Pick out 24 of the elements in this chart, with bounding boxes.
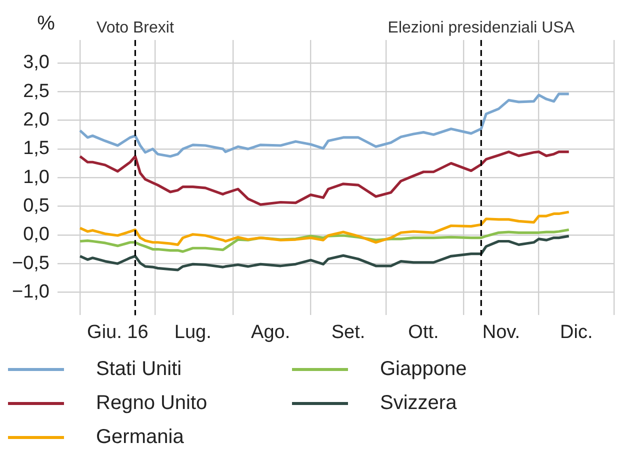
legend-label: Germania — [96, 426, 184, 448]
y-tick-label: 1,5 — [23, 138, 50, 160]
x-tick-label: Set. — [331, 322, 366, 343]
x-tick-label: Dic. — [560, 322, 593, 343]
y-tick-label: 1,0 — [23, 166, 50, 188]
y-tick-label: −1,0 — [12, 282, 50, 302]
y-tick-label: 0,0 — [23, 224, 50, 246]
y-tick-label: −0,5 — [12, 252, 50, 274]
y-axis-title: % — [37, 12, 56, 35]
x-tick-label: Nov. — [482, 322, 520, 343]
legend-label: Giappone — [380, 358, 467, 380]
x-tick-label: Ago. — [251, 322, 290, 343]
legend-label: Regno Unito — [96, 392, 208, 414]
x-tick-label: Lug. — [174, 322, 212, 343]
y-tick-label: 2,5 — [23, 80, 50, 102]
ref-line-label: Elezioni presidenziali USA — [388, 19, 575, 36]
legend-label: Stati Uniti — [96, 358, 182, 380]
y-tick-label: 3,0 — [23, 52, 50, 74]
x-tick-label: Ott. — [408, 322, 439, 343]
x-tick-label: Giu. 16 — [87, 322, 148, 343]
ref-line-label: Voto Brexit — [96, 19, 174, 36]
y-tick-label: 0,5 — [23, 196, 50, 216]
legend-label: Svizzera — [380, 392, 457, 414]
y-tick-label: 2,0 — [23, 110, 50, 130]
